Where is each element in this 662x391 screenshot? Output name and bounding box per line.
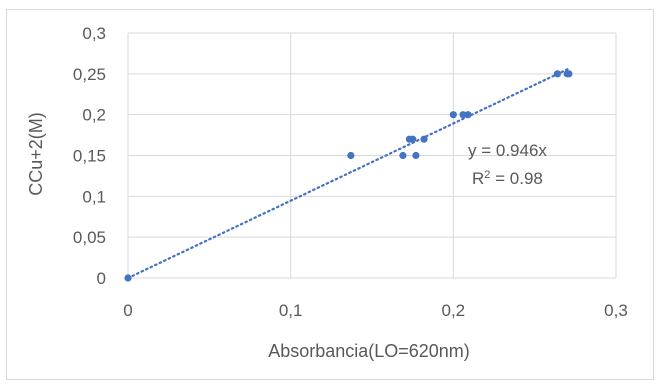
trendline-equation: y = 0.946x (468, 141, 547, 160)
data-point (347, 151, 355, 160)
x-tick-label: 0,2 (442, 301, 466, 320)
data-point (399, 151, 407, 160)
gridlines (127, 32, 617, 279)
data-point (412, 151, 420, 160)
y-axis-ticks: 0 0,05 0,1 0,15 0,2 0,25 0,3 (73, 24, 106, 288)
y-tick-label: 0,15 (73, 147, 106, 166)
data-point (409, 135, 417, 143)
x-tick-label: 0,3 (604, 301, 628, 320)
y-tick-label: 0,2 (82, 106, 106, 125)
data-point (553, 70, 562, 78)
y-axis-title: CCu+2(M) (26, 112, 46, 196)
data-point (565, 70, 573, 78)
y-tick-label: 0,05 (73, 228, 106, 247)
x-tick-label: 0,1 (279, 301, 303, 320)
data-points (124, 70, 573, 282)
data-point (449, 111, 457, 119)
chart-area (6, 9, 654, 380)
y-tick-label: 0,25 (73, 65, 106, 84)
x-axis-ticks: 0 0,1 0,2 0,3 (123, 301, 628, 320)
data-point (464, 111, 472, 119)
trendline (126, 67, 570, 280)
y-tick-label: 0 (97, 269, 106, 288)
y-tick-label: 0,1 (82, 187, 106, 206)
y-tick-label: 0,3 (82, 24, 106, 43)
x-tick-label: 0 (123, 301, 132, 320)
trendline-layer (126, 67, 570, 280)
x-axis-title: Absorbancia(LO=620nm) (268, 341, 470, 361)
data-point (124, 274, 132, 282)
data-point (420, 135, 428, 143)
trendline-r-squared: R2 = 0.98 (472, 169, 543, 188)
